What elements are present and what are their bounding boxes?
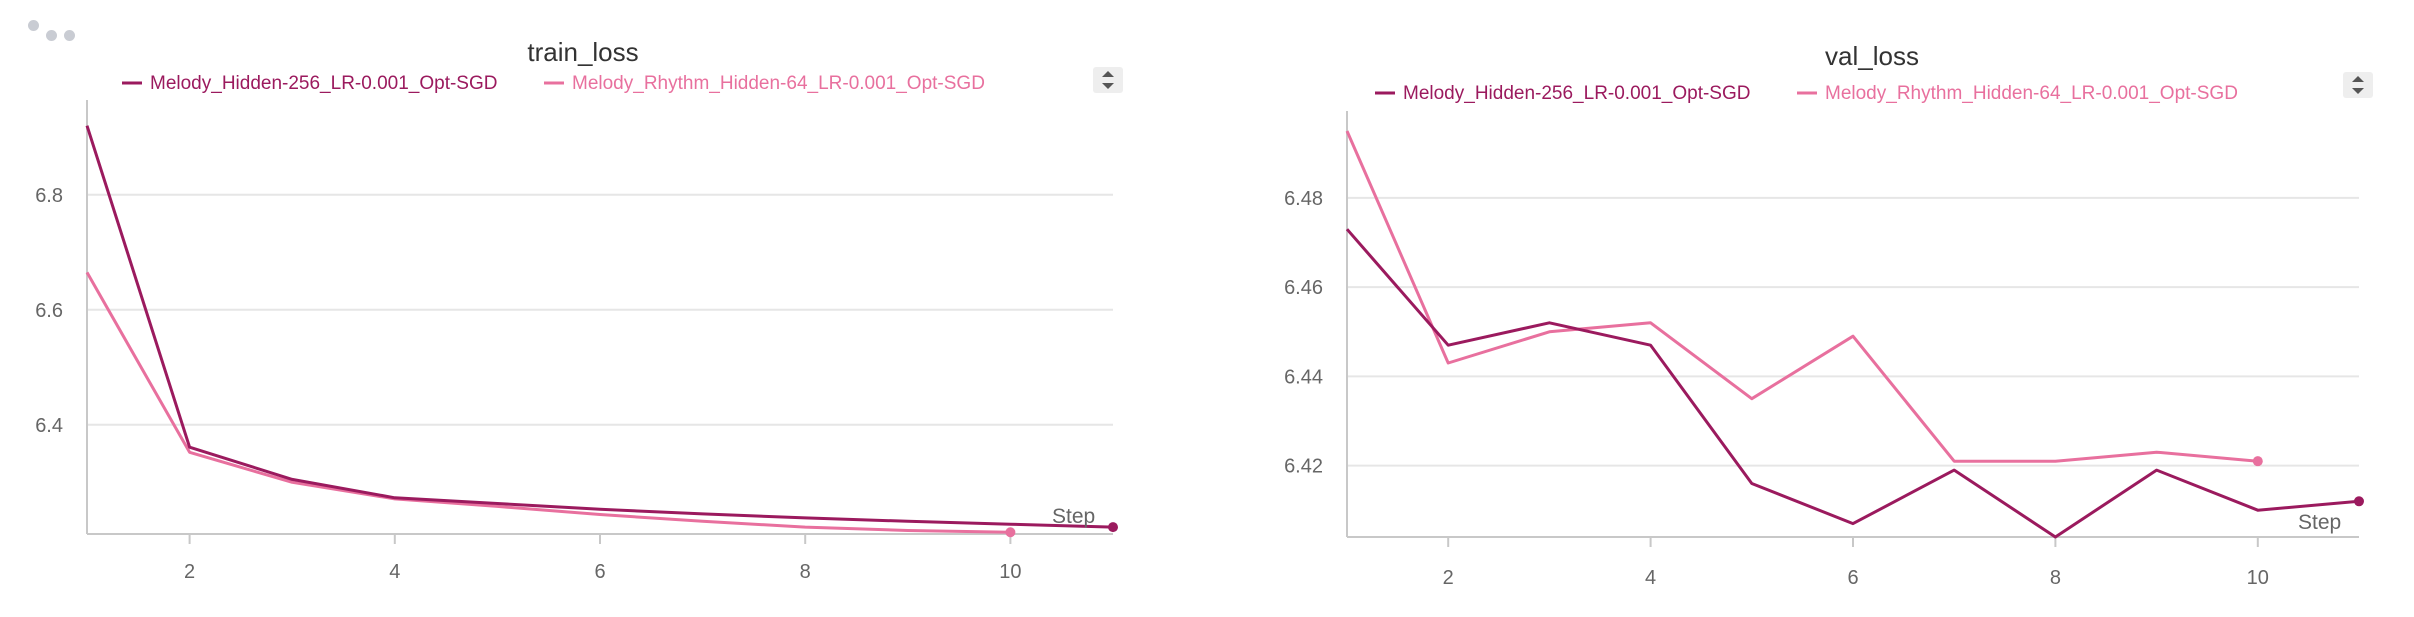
y-tick-label: 6.48 <box>1284 188 1323 210</box>
legend-scroll-icon[interactable] <box>2343 72 2373 98</box>
val-loss-chart: val_loss Melody_Hidden-256_LR-0.001_Opt-S… <box>1284 41 2373 589</box>
series-line[interactable] <box>1345 228 2360 539</box>
more-dots-icon[interactable] <box>28 20 84 44</box>
y-tick-label: 6.6 <box>35 300 63 322</box>
series-endpoint <box>2252 456 2263 467</box>
y-tick-label: 6.42 <box>1284 456 1323 478</box>
x-tick-label: 2 <box>184 561 195 583</box>
x-tick-label: 4 <box>389 561 400 583</box>
train-loss-panel: train_loss Melody_Hidden-256_LR-0.001_Opt… <box>35 37 1123 583</box>
series-line[interactable] <box>85 271 1011 534</box>
legend-entry[interactable]: Melody_Hidden-256_LR-0.001_Opt-SGD <box>150 73 497 94</box>
x-tick-label: 6 <box>594 561 605 583</box>
legend-entry[interactable]: Melody_Rhythm_Hidden-64_LR-0.001_Opt-SGD <box>1825 83 2238 104</box>
x-tick-label: 10 <box>2247 567 2269 589</box>
y-tick-label: 6.44 <box>1284 366 1323 388</box>
val-loss-panel: val_loss Melody_Hidden-256_LR-0.001_Opt-S… <box>1207 0 2414 617</box>
train-loss-chart: train_loss Melody_Hidden-256_LR-0.001_Opt… <box>35 37 1123 583</box>
legend-entry[interactable]: Melody_Rhythm_Hidden-64_LR-0.001_Opt-SGD <box>572 73 985 94</box>
series-endpoint <box>1005 527 1016 538</box>
x-tick-label: 4 <box>1645 567 1656 589</box>
y-tick-label: 6.46 <box>1284 277 1323 299</box>
legend-scroll-icon[interactable] <box>1093 67 1123 93</box>
series-line[interactable] <box>1345 130 2258 463</box>
dot <box>28 20 39 31</box>
x-tick-label: 6 <box>1847 567 1858 589</box>
series-line[interactable] <box>85 125 1114 529</box>
x-axis-label: Step <box>1052 505 1095 528</box>
chart-title: val_loss <box>1825 41 1919 71</box>
x-tick-label: 10 <box>999 561 1021 583</box>
x-axis-label: Step <box>2298 511 2341 534</box>
y-tick-label: 6.8 <box>35 185 63 207</box>
x-tick-label: 8 <box>800 561 811 583</box>
legend-entry[interactable]: Melody_Hidden-256_LR-0.001_Opt-SGD <box>1403 83 1750 104</box>
chart-title: train_loss <box>527 37 638 67</box>
y-tick-label: 6.4 <box>35 415 63 437</box>
series-endpoint <box>1108 522 1118 533</box>
x-tick-label: 2 <box>1443 567 1454 589</box>
dot <box>64 30 75 41</box>
x-tick-label: 8 <box>2050 567 2061 589</box>
dot <box>46 30 57 41</box>
series-endpoint <box>2354 496 2364 507</box>
